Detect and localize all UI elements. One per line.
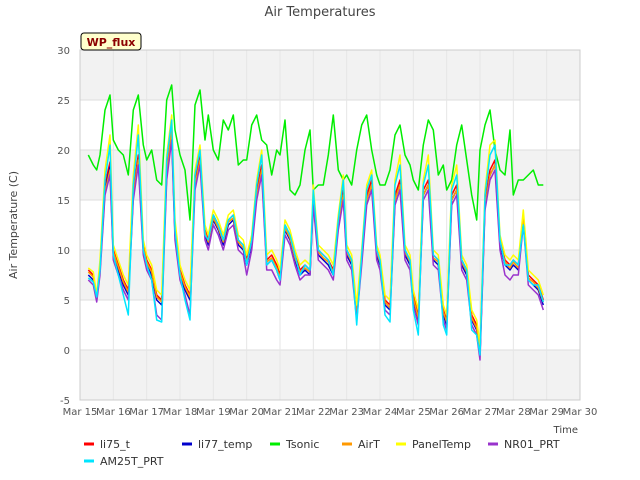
y-axis-ticks: -5 0 5 10 15 20 25 30 [57,46,70,407]
legend-item: NR01_PRT [488,438,560,451]
legend-item: AM25T_PRT [84,455,164,468]
legend-label: AM25T_PRT [100,455,164,468]
plot-frame [79,49,581,401]
background-bands [80,50,580,400]
x-tick-label: Mar 22 [296,407,331,418]
x-tick-label: Mar 18 [163,407,198,418]
legend-label: PanelTemp [412,438,471,451]
legend-label: li75_t [100,438,131,451]
y-tick-label: 15 [57,196,70,207]
legend-item: li75_t [84,438,131,451]
series-lines [87,84,545,361]
legend-item: Tsonic [270,438,319,451]
annotation-label: WP_flux [87,36,136,49]
legend-item: AirT [342,438,380,451]
legend-label: li77_temp [198,438,252,451]
series-line-paneltemp [87,114,545,346]
legend-label: NR01_PRT [504,438,560,451]
y-tick-label: 30 [57,46,70,57]
legend-label: AirT [358,438,380,451]
background-band [80,350,580,400]
station-annotation: WP_flux [80,32,142,51]
y-tick-label: 10 [57,246,70,257]
y-tick-label: 0 [64,346,70,357]
x-tick-label: Mar 16 [96,407,131,418]
y-tick-label: 5 [64,296,70,307]
x-axis-label: Time [553,425,578,436]
x-tick-label: Mar 21 [263,407,298,418]
x-tick-label: Mar 25 [396,407,431,418]
annotation-box [80,32,142,51]
x-tick-label: Mar 24 [363,407,398,418]
series-line-am25t-prt [87,119,545,356]
x-tick-label: Mar 17 [129,407,164,418]
x-tick-label: Mar 29 [529,407,564,418]
legend: li75_t li77_temp Tsonic AirT PanelTemp NR01_P… [84,438,560,468]
legend-label: Tsonic [285,438,319,451]
y-tick-label: -5 [60,396,70,407]
x-tick-label: Mar 20 [229,407,264,418]
legend-item: PanelTemp [396,438,471,451]
x-tick-label: Mar 30 [563,407,598,418]
legend-item: li77_temp [182,438,252,451]
x-tick-label: Mar 19 [196,407,231,418]
x-tick-label: Mar 26 [429,407,464,418]
chart-title: Air Temperatures [264,5,375,20]
background-band [80,50,580,100]
y-tick-label: 25 [57,96,70,107]
y-axis-label: Air Temperature (C) [7,171,20,279]
x-tick-label: Mar 23 [329,407,364,418]
y-tick-label: 20 [57,146,70,157]
x-tick-label: Mar 27 [463,407,498,418]
x-tick-label: Mar 28 [496,407,531,418]
plot-background [80,50,580,400]
x-tick-label: Mar 15 [63,407,98,418]
